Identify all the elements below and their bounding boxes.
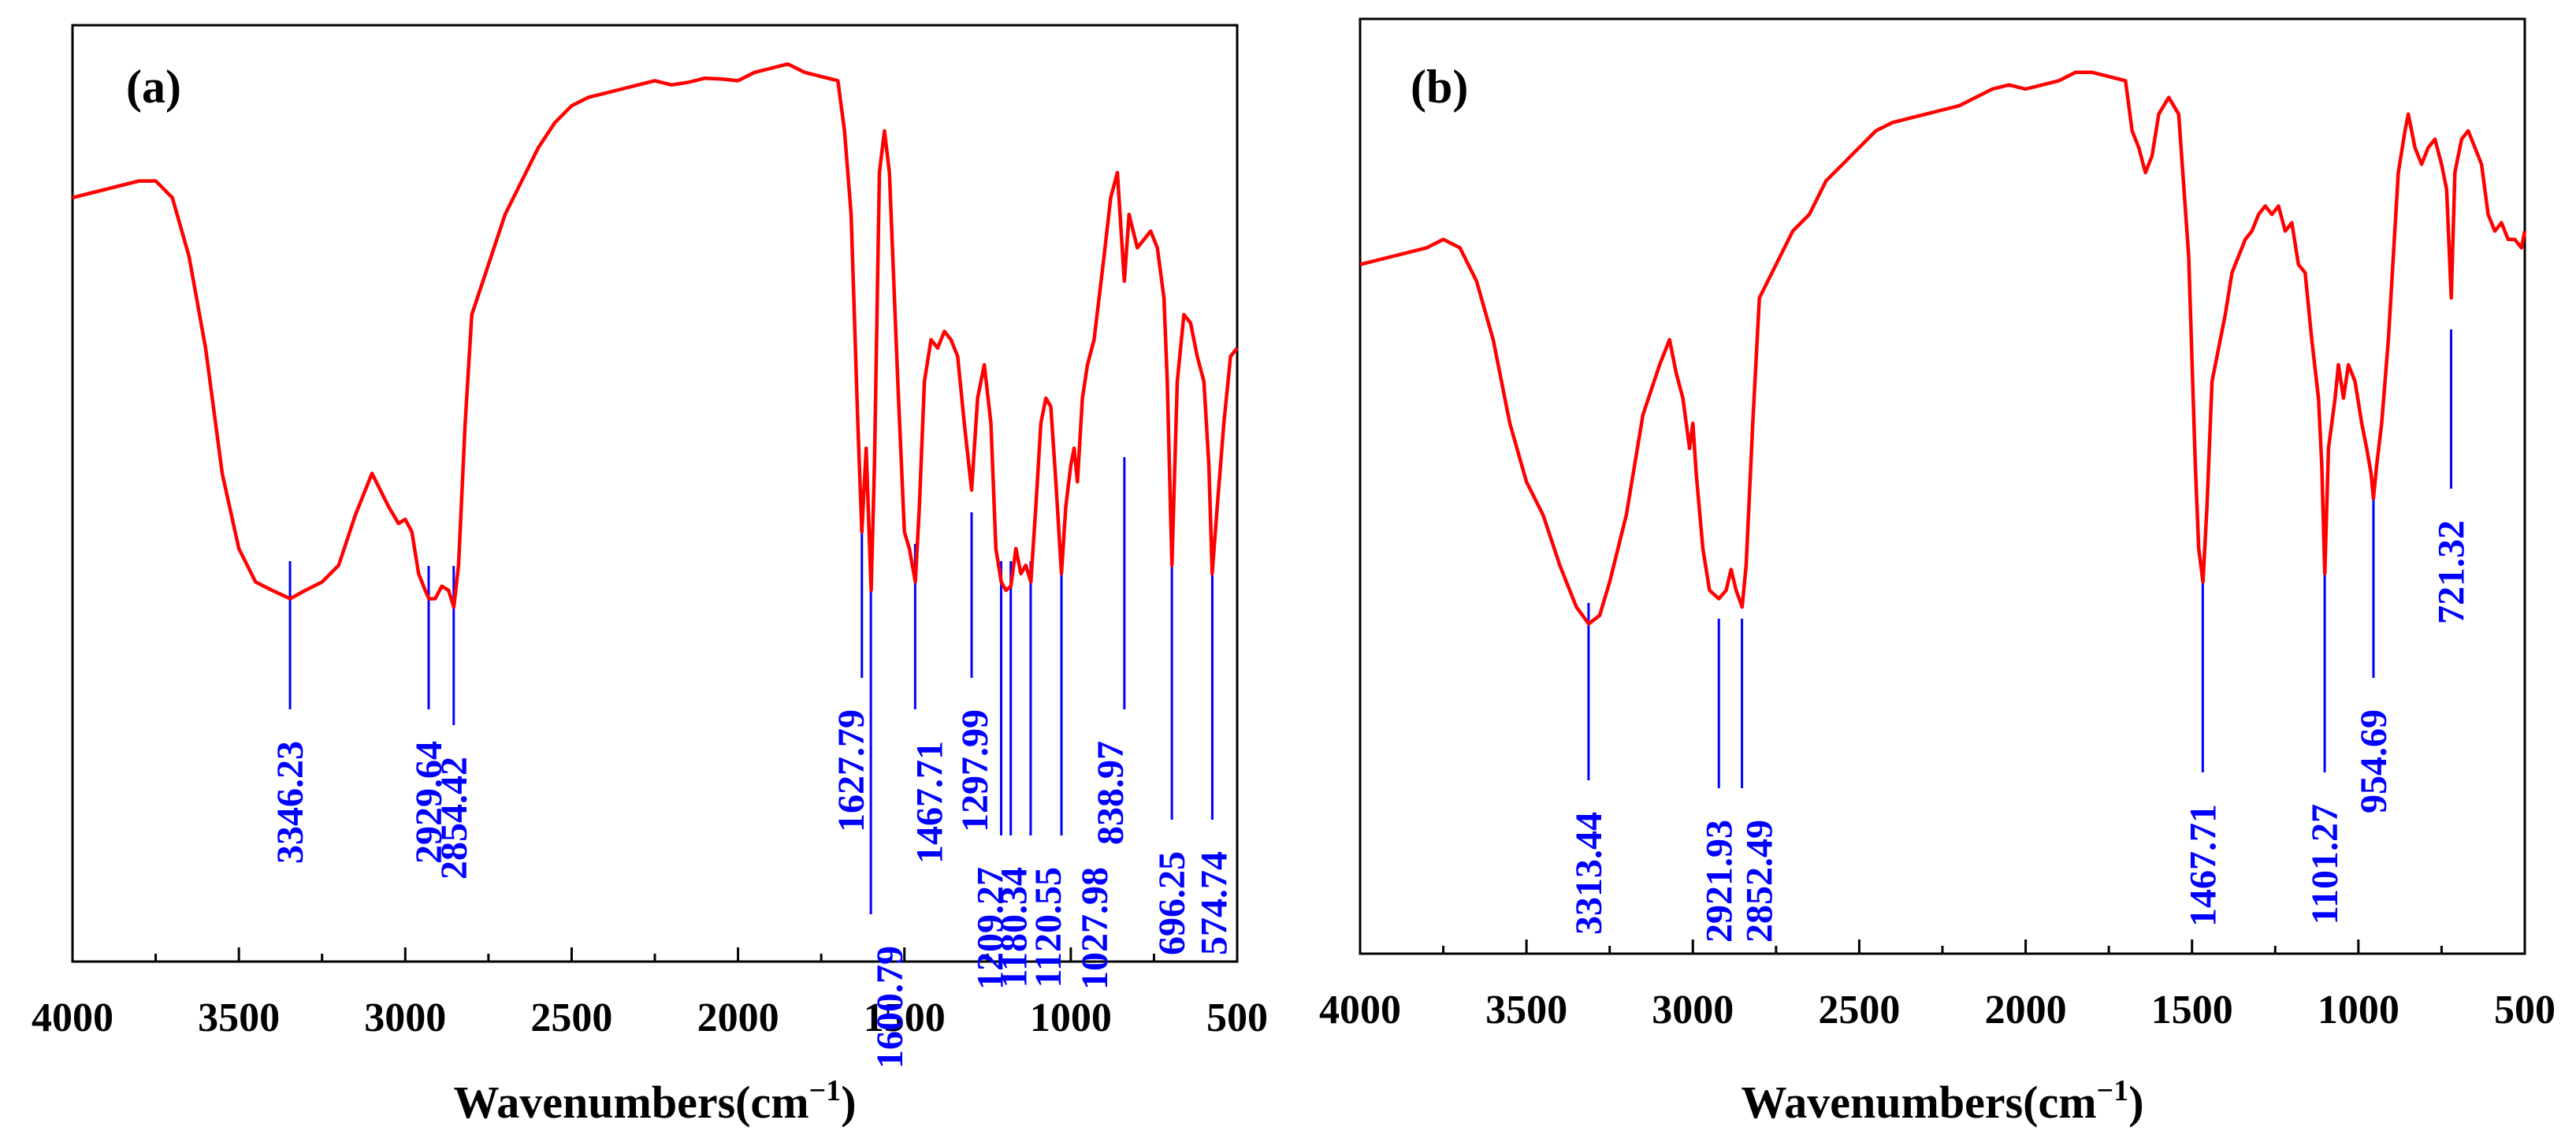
peak-label-b-1: 2921.93: [1698, 820, 1740, 943]
x-axis-title-b-close: ): [2128, 1077, 2143, 1128]
x-tick-label-b-1: 3500: [1485, 988, 1567, 1033]
x-tick-label-a-4: 2000: [697, 995, 779, 1040]
x-axis-title-b-text: Wavenumbers(cm: [1741, 1077, 2096, 1128]
peak-label-a-3: 1627.79: [831, 709, 872, 832]
chart-b-svg: (b) 4000 3500 3000 2500 2000 1500 1000 500 3313…: [1319, 17, 2556, 1128]
x-axis-title-a-sup: −1: [809, 1074, 842, 1107]
peak-label-a-4: 1600.79: [869, 946, 911, 1069]
x-axis-title-b: Wavenumbers(cm−1): [1741, 1074, 2143, 1128]
x-axis-title-b-sup: −1: [2097, 1074, 2129, 1107]
peak-label-a-8: 1180.34: [994, 867, 1035, 988]
x-tick-label-b-6: 1000: [2318, 988, 2399, 1033]
x-tick-label-a-1: 3500: [198, 995, 280, 1040]
peak-leaders-a: [288, 457, 1214, 914]
chart-b-title: (b): [1411, 61, 1468, 113]
peak-leaders-b: [1587, 329, 2453, 788]
x-axis-title-a-text: Wavenumbers(cm: [453, 1077, 808, 1128]
x-axis-title-a-close: ): [841, 1077, 856, 1128]
peak-label-a-9: 1120.55: [1028, 867, 1069, 988]
peak-label-a-1: 2929.64: [408, 741, 450, 864]
peak-label-a-12: 696.25: [1151, 851, 1193, 955]
x-tick-label-b-3: 2500: [1818, 988, 1900, 1033]
peak-label-a-11: 838.97: [1090, 741, 1132, 845]
spectrum-line-b: [1359, 70, 2527, 626]
peak-label-b-5: 954.69: [2353, 709, 2395, 813]
peak-label-a-2: 2854.42: [433, 757, 475, 880]
x-tick-label-a-5: 1500: [864, 995, 946, 1040]
chart-panel-b: (b) 4000 3500 3000 2500 2000 1500 1000 500 3313…: [1284, 0, 2576, 1146]
x-tick-label-a-3: 2500: [530, 995, 612, 1040]
x-axis-b: 4000 3500 3000 2500 2000 1500 1000 500: [1319, 939, 2556, 1033]
chart-panel-a: (a) 4000 3500 3000 2500 2000 1500 1000 500 3346…: [0, 0, 1268, 1146]
plot-frame-b: [1359, 17, 2526, 955]
x-axis-title-a: Wavenumbers(cm−1): [453, 1074, 856, 1128]
peak-label-b-6: 721.32: [2431, 520, 2473, 624]
spectrum-line-a: [72, 61, 1239, 609]
x-axis-a: 4000 3500 3000 2500 2000 1500 1000 500: [32, 947, 1268, 1040]
peak-label-a-6: 1297.99: [954, 709, 996, 832]
peak-label-a-13: 574.74: [1193, 851, 1235, 955]
peak-label-b-3: 1467.71: [2182, 804, 2224, 927]
x-tick-label-b-2: 3000: [1652, 988, 1734, 1033]
x-tick-label-a-6: 1000: [1030, 995, 1112, 1040]
peak-label-a-5: 1467.71: [909, 741, 950, 864]
x-tick-label-a-0: 4000: [32, 995, 113, 1040]
peak-label-a-7: 1209.27: [969, 867, 1011, 990]
peak-label-b-4: 1101.27: [2304, 804, 2346, 925]
x-tick-label-a-7: 500: [1206, 995, 1268, 1040]
chart-a-title: (a): [126, 61, 181, 113]
peak-label-b-0: 3313.44: [1568, 812, 1610, 935]
peak-label-a-10: 1027.98: [1074, 867, 1116, 990]
x-tick-label-b-4: 2000: [1985, 988, 2067, 1033]
peak-label-a-0: 3346.23: [269, 741, 311, 864]
x-tick-label-b-7: 500: [2494, 988, 2556, 1033]
x-tick-label-b-5: 1500: [2151, 988, 2233, 1033]
x-tick-label-b-0: 4000: [1319, 988, 1401, 1033]
x-tick-label-a-2: 3000: [364, 995, 446, 1040]
chart-a-svg: (a) 4000 3500 3000 2500 2000 1500 1000 500 3346…: [32, 24, 1268, 1128]
peak-label-b-2: 2852.49: [1739, 820, 1781, 943]
